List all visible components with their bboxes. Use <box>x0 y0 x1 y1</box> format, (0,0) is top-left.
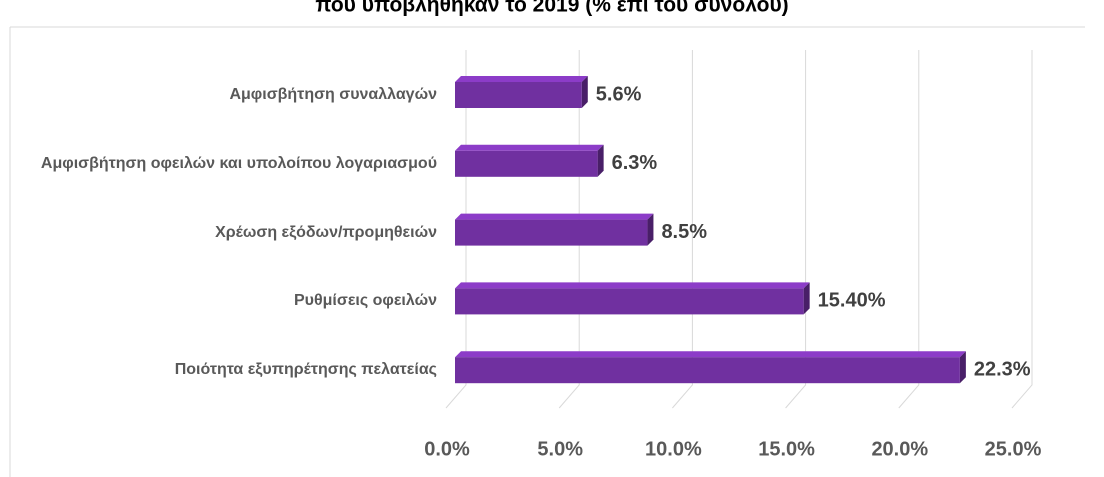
category-label: Αμφισβήτηση οφειλών και υπολοίπου λογαρι… <box>40 154 437 172</box>
grid-line <box>898 50 920 409</box>
grid-line <box>672 50 693 409</box>
value-label: 5.6% <box>596 83 642 105</box>
bar-top <box>455 144 604 151</box>
value-label: 8.5% <box>661 221 707 243</box>
bar-side <box>647 213 654 246</box>
x-tick-label: 10.0% <box>645 438 702 460</box>
x-tick-label: 25.0% <box>985 438 1042 460</box>
bar-side <box>959 351 966 384</box>
category-label: Ρυθμίσεις οφειλών <box>294 292 437 310</box>
bar-side <box>581 76 588 108</box>
bar-top <box>455 213 654 220</box>
grid-line <box>785 50 807 409</box>
value-label: 6.3% <box>612 152 658 174</box>
x-tick-label: 5.0% <box>537 438 583 460</box>
bar <box>455 357 960 384</box>
value-label: 22.3% <box>974 358 1031 380</box>
bar-top <box>455 282 810 289</box>
category-label: Ποιότητα εξυπηρέτησης πελατείας <box>174 361 437 379</box>
category-label: Χρέωση εξόδων/προμηθειών <box>215 223 437 241</box>
x-tick-label: 20.0% <box>871 438 928 460</box>
grid-line <box>1011 50 1033 409</box>
value-label: 15.40% <box>818 290 886 312</box>
bar <box>455 82 582 108</box>
x-tick-label: 15.0% <box>758 438 815 460</box>
category-label: Αμφισβήτηση συναλλαγών <box>229 86 437 103</box>
bar <box>455 288 804 315</box>
chart-title: που υποβλήθηκαν το 2019 (% επί του συνόλ… <box>315 0 788 17</box>
bar-side <box>597 144 604 177</box>
bar <box>455 219 648 246</box>
x-tick-label: 0.0% <box>424 438 470 460</box>
bar <box>455 150 598 177</box>
bar-top <box>455 76 588 82</box>
bar-side <box>803 282 810 315</box>
bar-top <box>455 351 966 358</box>
